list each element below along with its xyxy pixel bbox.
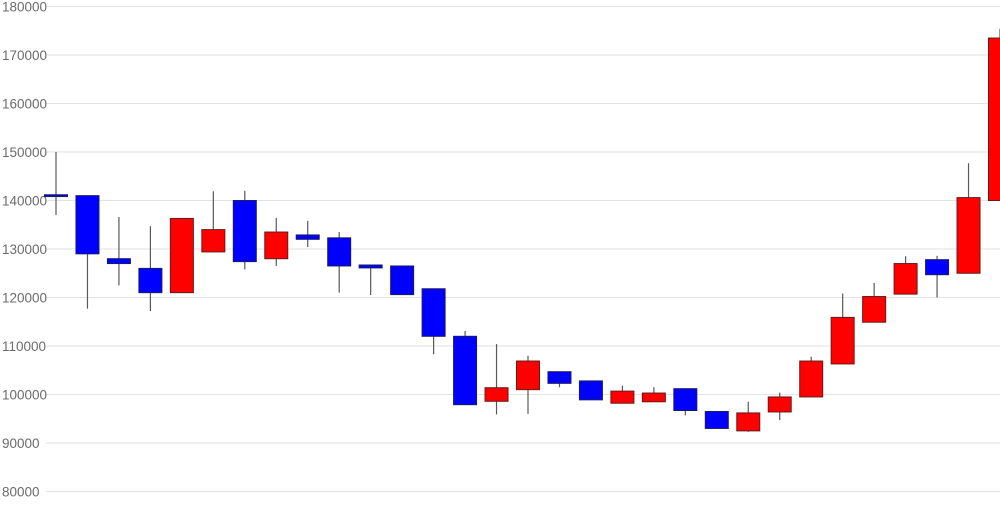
- svg-text:160000: 160000: [2, 97, 47, 112]
- svg-text:120000: 120000: [2, 291, 47, 306]
- svg-text:100000: 100000: [2, 388, 47, 403]
- svg-text:140000: 140000: [2, 194, 47, 209]
- svg-text:110000: 110000: [2, 339, 46, 354]
- svg-text:170000: 170000: [2, 48, 47, 63]
- svg-text:180000: 180000: [2, 0, 47, 15]
- svg-text:80000: 80000: [2, 485, 40, 500]
- svg-text:90000: 90000: [2, 436, 40, 451]
- svg-text:150000: 150000: [2, 145, 47, 160]
- svg-text:130000: 130000: [2, 242, 47, 257]
